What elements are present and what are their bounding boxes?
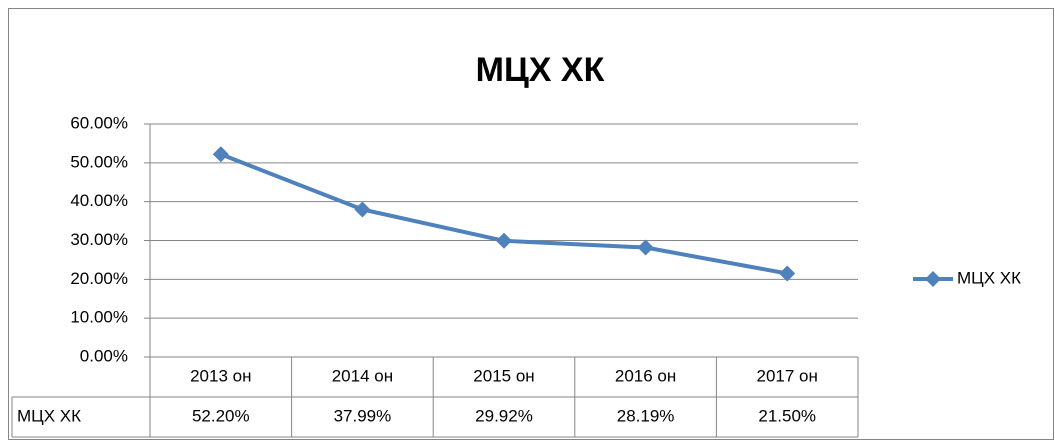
y-tick-label: 40.00% bbox=[70, 191, 128, 210]
x-tick-label: 2016 он bbox=[615, 366, 676, 385]
x-tick-label: 2014 он bbox=[332, 366, 393, 385]
x-tick-label: 2015 он bbox=[473, 366, 534, 385]
marker bbox=[779, 265, 796, 282]
marker bbox=[637, 239, 654, 256]
y-tick-label: 30.00% bbox=[70, 230, 128, 249]
chart-title: МЦХ ХК bbox=[476, 51, 605, 89]
y-tick-label: 10.00% bbox=[70, 308, 128, 327]
table-value: 29.92% bbox=[475, 406, 533, 425]
table-value: 28.19% bbox=[617, 406, 675, 425]
table-value: 52.20% bbox=[192, 406, 250, 425]
legend-label: МЦХ ХК bbox=[957, 268, 1021, 287]
table-row-label: МЦХ ХК bbox=[17, 406, 81, 425]
x-tick-label: 2017 он bbox=[757, 366, 818, 385]
x-tick-label: 2013 он bbox=[190, 366, 251, 385]
table-value: 21.50% bbox=[758, 406, 816, 425]
chart-frame bbox=[8, 8, 1054, 440]
marker bbox=[354, 201, 371, 218]
y-tick-label: 0.00% bbox=[80, 346, 128, 365]
marker bbox=[496, 232, 512, 249]
marker bbox=[212, 146, 229, 163]
y-tick-label: 60.00% bbox=[70, 113, 128, 132]
y-tick-label: 50.00% bbox=[70, 152, 128, 171]
table-value: 37.99% bbox=[334, 406, 392, 425]
y-tick-label: 20.00% bbox=[70, 269, 128, 288]
legend-marker bbox=[925, 271, 941, 287]
